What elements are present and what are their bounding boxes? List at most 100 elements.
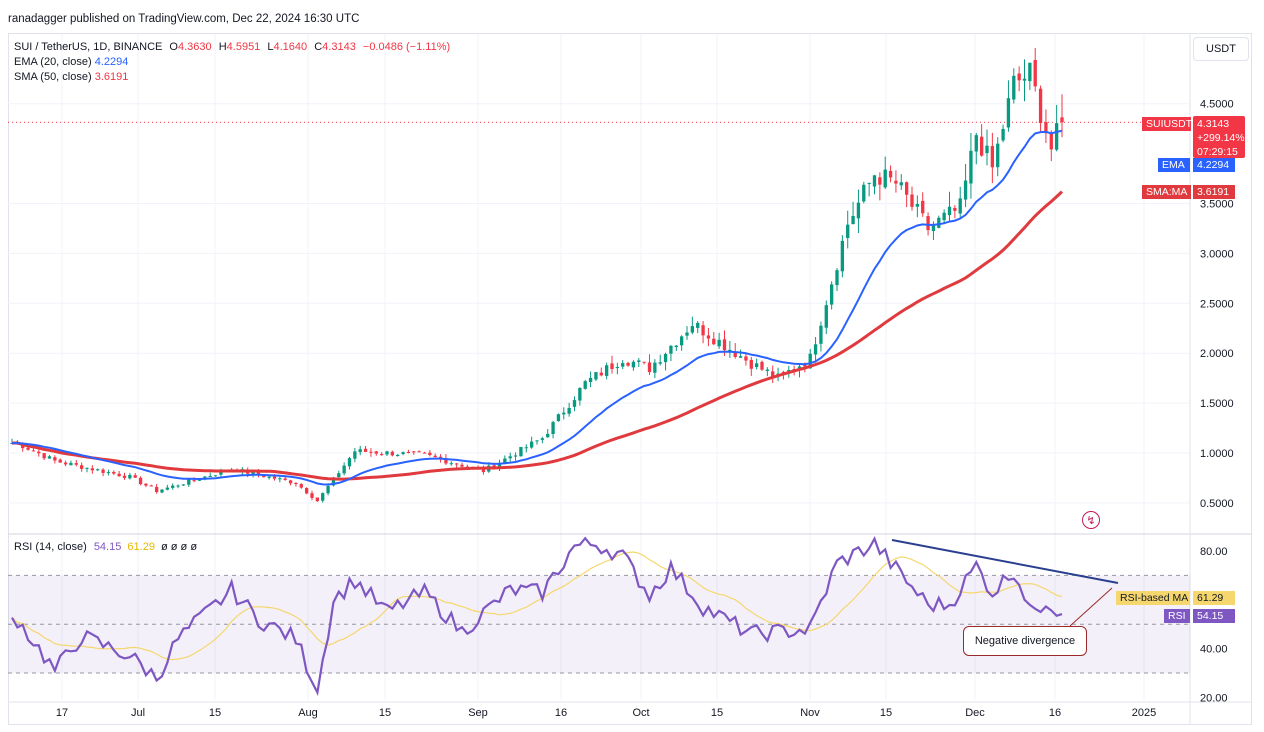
candle-body	[867, 182, 871, 184]
price-tick-label: 1.0000	[1200, 448, 1234, 460]
candle-body	[931, 225, 936, 232]
candle-body	[1060, 117, 1064, 123]
indicator-lines	[11, 129, 1064, 486]
candle-body	[85, 467, 89, 469]
candle-body	[765, 369, 770, 371]
candle-body	[685, 332, 689, 336]
candle-body	[915, 203, 920, 207]
candle-body	[803, 364, 807, 367]
ema-legend-value: 4.2294	[94, 56, 129, 68]
candle-body	[1001, 128, 1005, 141]
candle-body	[90, 468, 95, 471]
candle-body	[637, 360, 641, 362]
candle-body	[1022, 78, 1027, 81]
rsi-tick-label: 20.00	[1200, 692, 1228, 704]
time-tick-label: 15	[379, 707, 391, 719]
candle-body	[996, 143, 1000, 168]
candle-body	[497, 462, 502, 468]
rsi-ma-tag-value: 61.29	[1193, 591, 1235, 605]
candle-body	[288, 480, 293, 484]
candle-body	[937, 217, 941, 228]
rsi-tick-label: 80.00	[1200, 546, 1228, 558]
candle-body	[942, 212, 946, 221]
time-tick-label: Nov	[800, 707, 820, 719]
candle-body	[883, 169, 887, 188]
candle-body	[358, 449, 362, 453]
candle-body	[829, 284, 834, 305]
candle-body	[529, 441, 534, 448]
candle-body	[524, 447, 528, 449]
price-tick-label: 4.5000	[1200, 99, 1234, 111]
time-tick-label: 15	[880, 707, 892, 719]
currency-unit-button[interactable]: USDT	[1193, 37, 1249, 61]
candle-body	[690, 326, 695, 333]
rsi-ma-legend-value: 61.29	[127, 541, 155, 553]
candle-body	[578, 387, 582, 401]
candle-body	[385, 451, 389, 455]
rsi-ma-tag: RSI-based MA	[1116, 591, 1190, 605]
candle-body	[1049, 133, 1053, 150]
rsi-line	[11, 536, 1063, 696]
ema-legend: EMA (20, close) 4.2294	[14, 55, 128, 70]
candle-body	[449, 463, 453, 465]
candle-body	[369, 451, 373, 453]
price-tick-label: 1.5000	[1200, 398, 1234, 410]
open-label: O	[169, 41, 178, 53]
chart-frame	[8, 33, 1252, 725]
ema-legend-label: EMA (20, close)	[14, 56, 92, 68]
candle-body	[133, 475, 137, 478]
candle-body	[10, 443, 14, 445]
candle-body	[165, 487, 170, 490]
candle-body	[851, 215, 855, 225]
sma-legend: SMA (50, close) 3.6191	[14, 70, 128, 85]
candle-body	[138, 477, 143, 485]
open-value: 4.3630	[177, 41, 212, 53]
candle-body	[428, 452, 432, 456]
candle-body	[701, 325, 705, 336]
candle-body	[37, 451, 41, 454]
candle-body	[374, 451, 378, 454]
candle-body	[331, 477, 336, 486]
candle-body	[519, 446, 523, 457]
candle-body	[503, 458, 507, 463]
candle-body	[824, 305, 828, 328]
candle-body	[176, 485, 180, 487]
candle-body	[460, 464, 464, 467]
candle-body	[26, 447, 30, 450]
candle-body	[444, 458, 448, 464]
candle-body	[1017, 73, 1021, 81]
candle-body	[588, 377, 593, 383]
candle-body	[642, 361, 646, 363]
last-price-value: 4.3143	[1197, 118, 1230, 130]
candle-body	[481, 468, 486, 473]
ema-tag: EMA	[1158, 158, 1190, 172]
candle-body	[390, 451, 395, 456]
time-tick-label: 16	[1049, 707, 1061, 719]
candle-body	[112, 471, 116, 474]
candle-body	[787, 369, 791, 372]
candle-body	[315, 497, 320, 502]
candle-body	[888, 170, 893, 178]
publisher-caption: ranadagger published on TradingView.com,…	[8, 13, 360, 25]
candle-body	[192, 480, 196, 482]
candle-body	[1044, 122, 1048, 134]
candle-body	[749, 359, 753, 369]
candle-body	[321, 493, 325, 501]
candle-body	[433, 455, 437, 458]
candle-body	[658, 362, 662, 364]
sma-line	[11, 190, 1064, 481]
candle-body	[717, 339, 721, 347]
candle-body	[615, 367, 620, 369]
rsi-tag: RSI	[1164, 609, 1190, 623]
candle-body	[101, 469, 105, 473]
candle-body	[722, 339, 727, 351]
candle-body	[808, 353, 812, 369]
countdown-value: 07:29:15	[1197, 146, 1238, 158]
time-tick-label: 17	[56, 707, 68, 719]
lightning-icon[interactable]: ↯	[1082, 511, 1100, 529]
rsi-band	[8, 574, 1190, 674]
sma-legend-label: SMA (50, close)	[14, 71, 92, 83]
candle-body	[819, 325, 823, 344]
candle-body	[926, 216, 930, 231]
